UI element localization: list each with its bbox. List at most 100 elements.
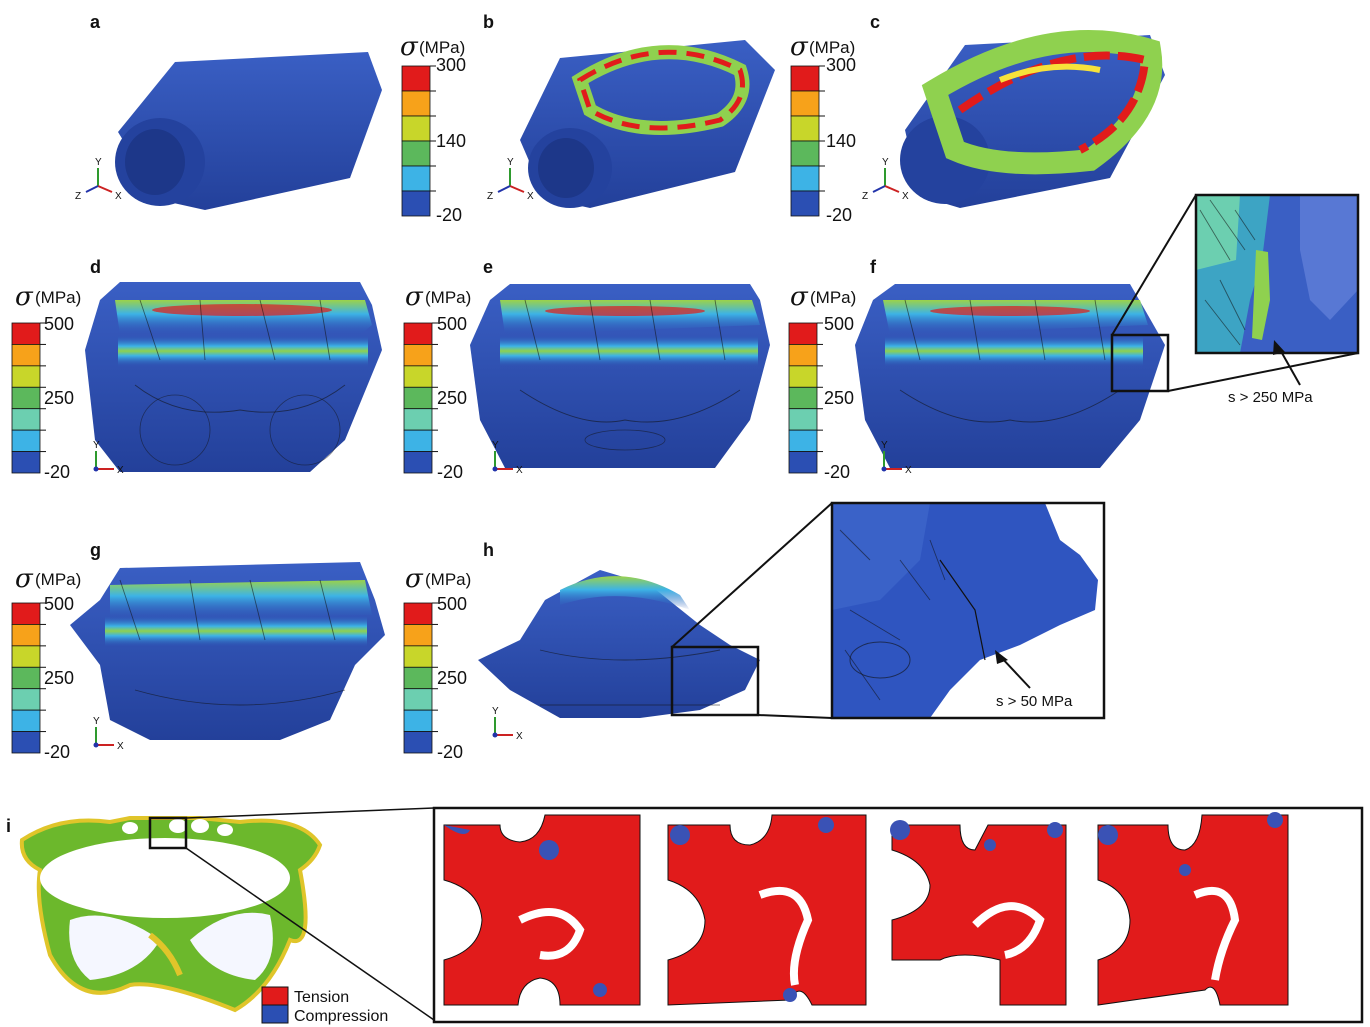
colorbar-swatch — [11, 344, 41, 367]
colorbar-e-tick-min: -20 — [437, 462, 463, 482]
colorbar-d: σ (MPa) 500 250 -20 — [11, 282, 81, 482]
colorbar-f-tick-min: -20 — [824, 462, 850, 482]
compression-label: Compression — [294, 1008, 388, 1025]
colorbar-a-swatches — [401, 65, 436, 217]
colorbar-swatch — [403, 709, 433, 732]
axis-x-label: X — [516, 731, 523, 742]
colorbar-b-tick-max: 300 — [826, 55, 856, 75]
colorbar-swatch — [11, 666, 41, 690]
panel-label-e: e — [483, 257, 493, 277]
compression-swatch — [261, 1004, 289, 1024]
colorbar-swatch — [790, 90, 820, 117]
panel-f-inset: s > 250 MPa — [1111, 193, 1360, 406]
i-zoom-box — [148, 816, 188, 850]
colorbar-swatch — [403, 408, 433, 431]
axis-x-label: X — [527, 191, 534, 202]
colorbar-swatch — [788, 386, 818, 410]
colorbar-a-tick-max: 300 — [436, 55, 466, 75]
colorbar-swatch — [403, 602, 433, 625]
panel-h-inset: s > 50 MPa — [671, 501, 1106, 720]
panel-a-model — [115, 52, 382, 210]
colorbar-swatch — [788, 344, 818, 367]
axis-triad-a: Y X Z — [75, 157, 122, 202]
colorbar-f-unit: (MPa) — [810, 288, 856, 307]
colorbar-e-unit: (MPa) — [425, 288, 471, 307]
colorbar-b-swatches — [790, 65, 825, 217]
axis-y-label: Y — [93, 716, 100, 727]
axis-y-label: Y — [492, 440, 499, 451]
panel-h-model — [478, 570, 760, 718]
colorbar-b: σ (MPa) 300 140 -20 — [790, 32, 856, 225]
panel-j-subimage-4 — [1097, 812, 1289, 1006]
colorbar-swatch — [11, 386, 41, 410]
colorbar-d-tick-mid: 250 — [44, 388, 74, 408]
colorbar-swatch — [788, 408, 818, 431]
panel-c-model — [900, 30, 1165, 208]
colorbar-swatch — [788, 365, 818, 388]
colorbar-f-tick-mid: 250 — [824, 388, 854, 408]
colorbar-g-unit: (MPa) — [35, 570, 81, 589]
colorbar-swatch — [401, 115, 431, 142]
panel-label-a: a — [90, 12, 101, 32]
tension-swatch — [261, 986, 289, 1006]
panel-e-model — [470, 284, 770, 468]
axis-x-label: X — [905, 465, 912, 476]
colorbar-swatch — [403, 451, 433, 474]
colorbar-h-tick-max: 500 — [437, 594, 467, 614]
colorbar-b-symbol: σ — [790, 32, 809, 62]
colorbar-h-swatches — [403, 602, 438, 754]
colorbar-swatch — [403, 429, 433, 452]
axis-y-label: Y — [95, 157, 102, 168]
axis-triad-b: Y X Z — [487, 157, 534, 202]
axis-x-label: X — [902, 191, 909, 202]
colorbar-b-unit: (MPa) — [809, 38, 855, 57]
colorbar-swatch — [11, 365, 41, 388]
tension-label: Tension — [294, 989, 349, 1006]
colorbar-h-symbol: σ — [405, 564, 424, 594]
colorbar-swatch — [11, 688, 41, 711]
colorbar-swatch — [401, 165, 431, 192]
colorbar-d-swatches — [11, 322, 46, 474]
colorbar-d-unit: (MPa) — [35, 288, 81, 307]
colorbar-h: σ (MPa) 500 250 -20 — [403, 564, 471, 762]
colorbar-swatch — [403, 731, 433, 754]
f-zoom-box — [1110, 333, 1170, 393]
panel-label-d: d — [90, 257, 101, 277]
axis-y-label: Y — [507, 157, 514, 168]
colorbar-swatch — [11, 645, 41, 668]
colorbar-g-tick-mid: 250 — [44, 668, 74, 688]
h-inset-annotation: s > 50 MPa — [996, 693, 1073, 710]
axis-triad-c: Y X Z — [862, 157, 909, 202]
colorbar-d-tick-min: -20 — [44, 462, 70, 482]
colorbar-swatch — [790, 165, 820, 192]
colorbar-h-unit: (MPa) — [425, 570, 471, 589]
colorbar-swatch — [11, 451, 41, 474]
axis-triad-e: Y X — [492, 440, 523, 476]
colorbar-d-symbol: σ — [15, 282, 34, 312]
colorbar-f-tick-max: 500 — [824, 314, 854, 334]
panel-b-model — [520, 40, 775, 208]
colorbar-a: σ (MPa) 300 140 -20 — [400, 32, 466, 225]
colorbar-swatch — [790, 140, 820, 167]
colorbar-swatch — [788, 451, 818, 474]
colorbar-g: σ (MPa) 500 250 -20 — [11, 564, 81, 762]
panel-label-f: f — [870, 257, 877, 277]
axis-z-label: Z — [75, 191, 81, 202]
colorbar-g-swatches — [11, 602, 46, 754]
colorbar-swatch — [11, 602, 41, 625]
colorbar-a-tick-min: -20 — [436, 205, 462, 225]
axis-triad-h: Y X — [492, 706, 523, 742]
colorbar-swatch — [11, 731, 41, 754]
axis-y-label: Y — [93, 440, 100, 451]
colorbar-swatch — [11, 624, 41, 647]
colorbar-swatch — [403, 666, 433, 690]
panel-j-subimage-2 — [667, 814, 867, 1006]
panel-g-model — [70, 562, 385, 740]
panel-j-subimage-3 — [890, 820, 1067, 1006]
colorbar-a-tick-mid: 140 — [436, 131, 466, 151]
colorbar-e-symbol: σ — [405, 282, 424, 312]
colorbar-g-symbol: σ — [15, 564, 34, 594]
axis-x-label: X — [115, 191, 122, 202]
colorbar-e-tick-mid: 250 — [437, 388, 467, 408]
colorbar-swatch — [790, 115, 820, 142]
